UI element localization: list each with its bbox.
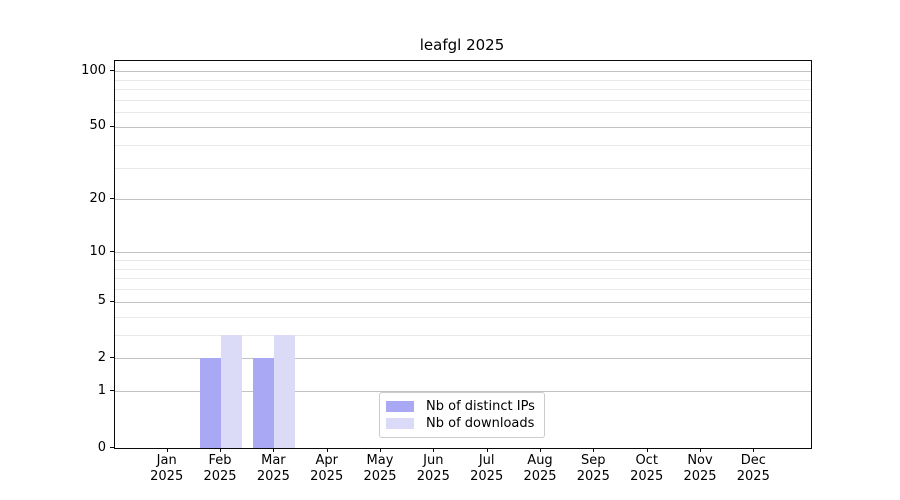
minor-gridline	[115, 144, 811, 146]
major-gridline	[115, 391, 811, 393]
legend-entry-distinct-ips: Nb of distinct IPs	[386, 398, 537, 415]
minor-gridline	[115, 316, 811, 318]
x-axis-tick	[273, 448, 275, 452]
legend-entry-downloads: Nb of downloads	[386, 415, 537, 432]
x-axis-tick	[380, 448, 381, 452]
chart-title: leafgl 2025	[419, 36, 505, 54]
y-axis-label: 10	[89, 243, 106, 259]
minor-gridline	[115, 79, 811, 81]
y-axis-tick	[110, 447, 114, 448]
y-axis-tick	[110, 300, 114, 302]
major-gridline	[115, 71, 811, 72]
bar-feb-downloads	[221, 334, 242, 448]
plot-area	[114, 60, 812, 449]
x-axis-tick	[753, 448, 755, 452]
minor-gridline	[115, 99, 811, 101]
y-axis-tick	[110, 125, 114, 127]
minor-gridline	[115, 112, 811, 114]
x-axis-label: Jan 2025	[150, 453, 184, 484]
x-axis-label: Nov 2025	[683, 453, 717, 484]
major-gridline	[115, 199, 811, 201]
x-axis-tick	[593, 448, 595, 452]
y-axis-tick	[110, 357, 114, 359]
legend-swatch-downloads	[386, 418, 414, 429]
x-axis-label: Jul 2025	[470, 453, 504, 484]
legend-swatch-distinct-ips	[386, 401, 414, 412]
y-axis-tick	[110, 390, 114, 392]
minor-gridline	[115, 259, 811, 261]
major-gridline	[115, 358, 811, 360]
y-axis-label: 0	[97, 439, 106, 455]
x-axis-tick	[486, 448, 488, 452]
major-gridline	[115, 301, 811, 303]
minor-gridline	[115, 289, 811, 290]
y-axis-label: 100	[81, 62, 106, 78]
minor-gridline	[115, 334, 811, 336]
legend-label-downloads: Nb of downloads	[426, 416, 535, 431]
y-axis-label: 2	[97, 349, 106, 365]
x-axis-label: Dec 2025	[736, 453, 770, 484]
y-axis-label: 1	[97, 382, 106, 398]
y-axis-label: 50	[89, 118, 106, 134]
major-gridline	[115, 252, 811, 254]
bar-feb-ips	[200, 358, 221, 448]
x-axis-label: May 2025	[363, 453, 397, 484]
x-axis-tick	[433, 448, 435, 452]
x-axis-label: Feb 2025	[203, 453, 237, 484]
x-axis-label: Apr 2025	[310, 453, 344, 484]
x-axis-label: Oct 2025	[630, 453, 664, 484]
y-axis-tick	[110, 251, 114, 253]
x-axis-tick	[700, 448, 701, 452]
x-axis-tick	[540, 448, 541, 452]
x-axis-tick	[646, 448, 648, 452]
minor-gridline	[115, 278, 811, 280]
y-axis-label: 5	[97, 293, 106, 309]
x-axis-label: Jun 2025	[416, 453, 450, 484]
bar-mar-ips	[253, 358, 275, 448]
major-gridline	[115, 126, 811, 128]
y-axis-tick	[110, 70, 114, 71]
minor-gridline	[115, 167, 811, 169]
y-axis-label: 20	[89, 190, 106, 206]
x-axis-tick	[220, 448, 221, 452]
minor-gridline	[115, 89, 811, 90]
x-axis-label: Sep 2025	[576, 453, 610, 484]
legend-label-distinct-ips: Nb of distinct IPs	[426, 399, 535, 414]
minor-gridline	[115, 268, 811, 270]
x-axis-tick	[326, 448, 328, 452]
bar-mar-downloads	[274, 334, 296, 448]
x-axis-label: Mar 2025	[256, 453, 290, 484]
x-axis-label: Aug 2025	[523, 453, 557, 484]
y-axis-tick	[110, 198, 114, 200]
x-axis-tick	[166, 448, 168, 452]
legend: Nb of distinct IPs Nb of downloads	[379, 392, 545, 438]
